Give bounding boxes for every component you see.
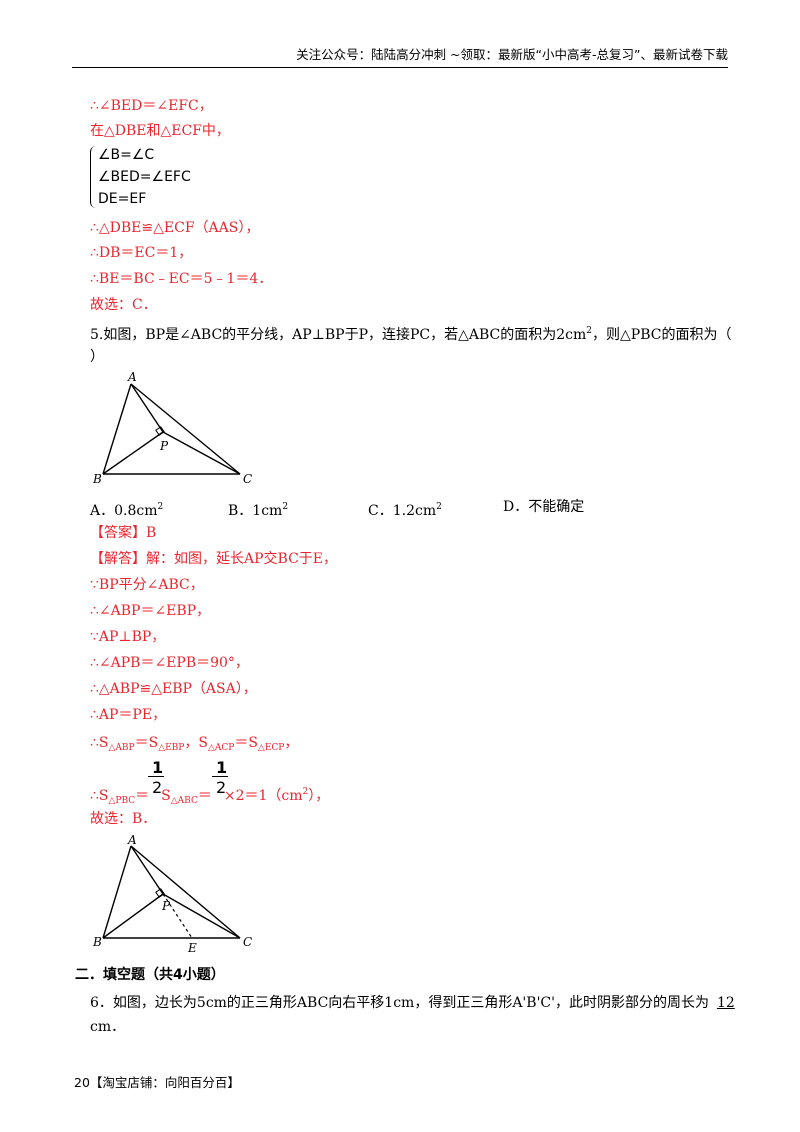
choice-b[interactable]: B．1cm2: [228, 502, 289, 519]
label-b: B: [92, 472, 102, 486]
fraction-bar: [148, 776, 164, 777]
system-row: ∠BED=∠EFC: [98, 169, 191, 185]
answer-blank: 12: [716, 995, 735, 1011]
system-row: ∠B=∠C: [98, 147, 155, 163]
answer-line: 【答案】B: [90, 525, 157, 541]
question-6: 6．如图，边长为5cm的正三角形ABC向右平移1cm，得到正三角形A'B'C'，…: [90, 994, 739, 1012]
label-a: A: [127, 370, 137, 384]
question-stem-end: ）: [90, 349, 104, 365]
step-line: ∵AP⊥BP，: [90, 629, 166, 645]
page-number: 20: [74, 1075, 90, 1090]
step-line: ∵BP平分∠ABC，: [90, 577, 204, 593]
step-line: 【解答】解：如图，延长AP交BC于E，: [90, 551, 338, 567]
question-stem: 5.如图，BP是∠ABC的平分线，AP⊥BP于P，连接PC，若△ABC的面积为2…: [90, 326, 732, 343]
step-line: ∴△ABP≌△EBP（ASA），: [90, 681, 257, 697]
fraction-denominator: 2: [216, 778, 227, 797]
label-a: A: [127, 834, 137, 847]
section-title: 二．填空题（共4小题）: [75, 967, 225, 983]
label-c: C: [243, 935, 252, 949]
solution-line: 故选：C．: [90, 297, 157, 313]
label-b: B: [92, 935, 102, 949]
fraction-numerator: 1: [216, 758, 228, 777]
question-6-end: cm．: [90, 1019, 126, 1035]
triangle-figure-1: A B C P: [92, 370, 252, 486]
choice-a[interactable]: A．0.8cm2: [90, 502, 164, 519]
choice-d[interactable]: D．不能确定: [503, 499, 585, 515]
equation-system: ∠B=∠C ∠BED=∠EFC DE=EF: [90, 146, 230, 210]
solution-line: ∴DB＝EC＝1，: [90, 245, 193, 261]
solution-line: ∴△DBE≌△ECF（AAS），: [90, 220, 260, 236]
step-line: ∴∠ABP＝∠EBP，: [90, 603, 211, 619]
solution-line: 在△DBE和△ECF中，: [90, 123, 230, 139]
step-line: ∴AP＝PE，: [90, 707, 167, 723]
triangle-figure-2: A B C P E: [92, 834, 252, 955]
choose-line: 故选：B．: [90, 811, 157, 827]
choice-c[interactable]: C．1.2cm2: [368, 502, 442, 519]
brace: [90, 146, 97, 208]
page-footer: 20【淘宝店铺：向阳百分百】: [74, 1075, 240, 1090]
fraction-bar: [212, 776, 228, 777]
area-equality-line: ∴S△ABP＝S△EBP，S△ACP＝S△ECP，: [90, 735, 299, 753]
fraction-denominator: 2: [152, 778, 163, 797]
solution-line: ∴∠BED＝∠EFC，: [90, 98, 213, 114]
solution-line: ∴BE＝BC﹣EC＝5﹣1＝4．: [90, 271, 273, 287]
result-line: ∴S△PBC＝ S△ABC＝ ×2＝1（cm2），: [90, 787, 330, 806]
label-p: P: [159, 439, 169, 453]
step-line: ∴∠APB＝∠EPB＝90°，: [90, 655, 249, 671]
label-p: P: [161, 899, 171, 913]
page-header: 关注公众号：陆陆高分冲刺 ~领取：最新版“小中高考-总复习”、最新试卷下载: [72, 44, 728, 68]
system-row: DE=EF: [98, 191, 147, 207]
label-c: C: [243, 472, 252, 486]
label-e: E: [187, 941, 197, 955]
fraction-numerator: 1: [152, 758, 164, 777]
